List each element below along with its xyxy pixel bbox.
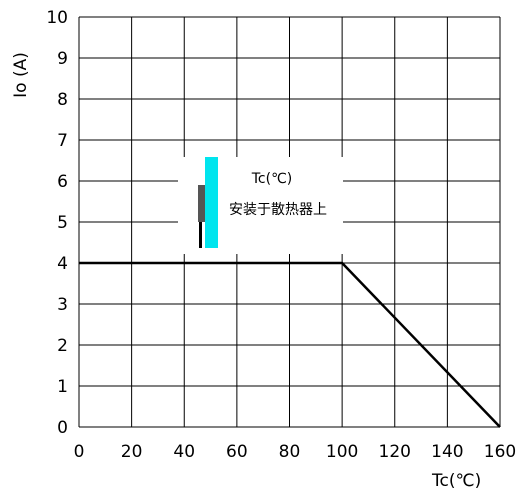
x-tick-label: 40 xyxy=(173,442,195,462)
y-tick-label: 5 xyxy=(57,213,68,233)
y-tick-label: 7 xyxy=(57,131,68,151)
y-tick-label: 6 xyxy=(57,172,68,192)
x-tick-label: 60 xyxy=(226,442,248,462)
y-tick-label: 4 xyxy=(57,254,68,274)
y-tick-label: 1 xyxy=(57,377,68,397)
y-tick-label: 2 xyxy=(57,336,68,356)
heatsink-shape xyxy=(205,157,218,248)
x-tick-labels: 0 20 40 60 80 100 120 140 160 xyxy=(74,442,517,462)
inset-mounting-note: 安装于散热器上 xyxy=(229,202,327,218)
x-tick-label: 0 xyxy=(74,442,85,462)
series-line xyxy=(79,261,501,428)
y-tick-label: 0 xyxy=(57,418,68,438)
x-tick-label: 120 xyxy=(379,442,411,462)
y-axis-label: Io (A) xyxy=(11,52,31,98)
y-tick-label: 8 xyxy=(57,90,68,110)
component-body xyxy=(198,185,205,222)
x-tick-label: 80 xyxy=(279,442,301,462)
x-axis-label: Tc(℃) xyxy=(431,471,481,491)
y-tick-label: 3 xyxy=(57,295,68,315)
y-tick-label: 9 xyxy=(57,49,68,69)
component-lead xyxy=(199,222,202,248)
y-tick-label: 10 xyxy=(46,8,68,28)
mounting-illustration: Tc(℃) 安装于散热器上 xyxy=(178,157,343,254)
x-tick-label: 100 xyxy=(326,442,358,462)
x-tick-label: 160 xyxy=(484,442,516,462)
x-tick-label: 20 xyxy=(121,442,143,462)
inset-temperature-label: Tc(℃) xyxy=(251,171,293,187)
series-layer xyxy=(79,261,501,428)
y-tick-labels: 0 1 2 3 4 5 6 7 8 9 10 xyxy=(46,8,68,438)
x-tick-label: 140 xyxy=(431,442,463,462)
